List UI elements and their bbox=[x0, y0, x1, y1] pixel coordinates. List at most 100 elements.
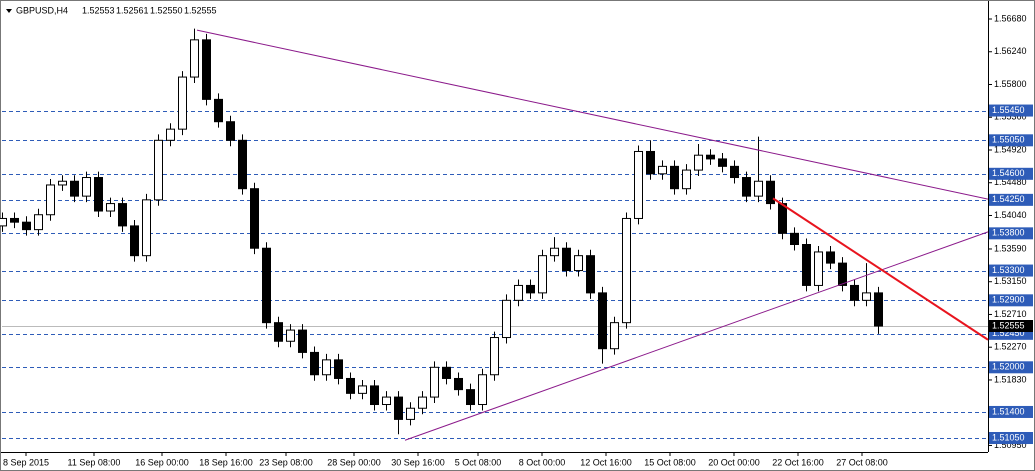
candle-body bbox=[298, 329, 307, 353]
candle-body bbox=[694, 154, 703, 171]
candle-body bbox=[382, 396, 391, 406]
x-tick-label: 12 Oct 16:00 bbox=[580, 457, 632, 467]
candle-body bbox=[538, 255, 547, 294]
symbol-title: GBPUSD,H4 bbox=[16, 5, 68, 15]
level-box bbox=[989, 264, 1033, 277]
level-box bbox=[989, 104, 1033, 117]
candle-body bbox=[226, 121, 235, 141]
candle-body bbox=[58, 180, 67, 186]
y-tick-label: 1.55360 bbox=[994, 112, 1027, 122]
y-tick-label: 1.56240 bbox=[994, 46, 1027, 56]
candle-body bbox=[454, 377, 463, 391]
candle-body bbox=[658, 165, 667, 175]
candle-body bbox=[478, 374, 487, 406]
y-tick-label: 1.50950 bbox=[994, 440, 1027, 450]
level-label: 1.53800 bbox=[992, 228, 1025, 238]
candle-body bbox=[274, 322, 283, 342]
level-label: 1.52900 bbox=[992, 295, 1025, 305]
candle-body bbox=[22, 221, 31, 231]
candle-body bbox=[346, 377, 355, 394]
level-box bbox=[989, 134, 1033, 147]
level-box bbox=[989, 432, 1033, 445]
level-label: 1.55450 bbox=[992, 105, 1025, 115]
level-box bbox=[989, 227, 1033, 240]
level-label: 1.54600 bbox=[992, 168, 1025, 178]
x-tick-label: 5 Oct 08:00 bbox=[455, 457, 502, 467]
candle-body bbox=[610, 322, 619, 350]
candle-body bbox=[742, 177, 751, 197]
y-tick-label: 1.56680 bbox=[994, 13, 1027, 23]
candle-body bbox=[10, 217, 19, 223]
x-tick-label: 27 Oct 08:00 bbox=[836, 457, 888, 467]
candle-body bbox=[394, 396, 403, 420]
candle-body bbox=[334, 359, 343, 379]
candle-body bbox=[214, 98, 223, 123]
candle-body bbox=[406, 407, 415, 420]
level-box bbox=[989, 167, 1033, 180]
last-price-label: 1.52555 bbox=[992, 320, 1025, 330]
candle-body bbox=[310, 351, 319, 376]
candle-body bbox=[622, 217, 631, 324]
level-label: 1.54250 bbox=[992, 194, 1025, 204]
x-tick-label: 28 Sep 00:00 bbox=[327, 457, 381, 467]
candle-body bbox=[202, 39, 211, 100]
candle-body bbox=[850, 284, 859, 301]
candle-body bbox=[874, 292, 883, 327]
candle-body bbox=[82, 177, 91, 197]
candle-body bbox=[490, 337, 499, 376]
x-tick-label: 22 Oct 16:00 bbox=[772, 457, 824, 467]
candle-body bbox=[262, 247, 271, 324]
level-label: 1.51400 bbox=[992, 406, 1025, 416]
candle-body bbox=[682, 169, 691, 190]
candle-body bbox=[718, 158, 727, 167]
candle-body bbox=[166, 128, 175, 141]
candle-body bbox=[118, 203, 127, 227]
level-label: 1.55050 bbox=[992, 135, 1025, 145]
trend-line bbox=[196, 29, 989, 200]
y-tick-label: 1.54920 bbox=[994, 144, 1027, 154]
candle-body bbox=[670, 165, 679, 190]
quote-low: 1.52550 bbox=[150, 5, 183, 15]
y-tick-label: 1.53590 bbox=[994, 243, 1027, 253]
candle-body bbox=[238, 139, 247, 190]
candle-body bbox=[154, 139, 163, 201]
candle-body bbox=[754, 180, 763, 197]
candle-body bbox=[466, 389, 475, 406]
y-tick-label: 1.52270 bbox=[994, 342, 1027, 352]
level-box bbox=[989, 361, 1033, 374]
x-tick-label: 16 Sep 00:00 bbox=[135, 457, 189, 467]
last-price-box bbox=[989, 320, 1033, 333]
trend-line bbox=[404, 231, 989, 441]
candle-body bbox=[250, 188, 259, 249]
x-tick-label: 23 Sep 08:00 bbox=[259, 457, 313, 467]
quote-high: 1.52561 bbox=[116, 5, 149, 15]
candle-body bbox=[634, 150, 643, 219]
candle-body bbox=[130, 225, 139, 257]
y-tick-label: 1.54480 bbox=[994, 177, 1027, 187]
quote-open: 1.52553 bbox=[82, 5, 115, 15]
x-tick-label: 30 Sep 16:00 bbox=[391, 457, 445, 467]
x-tick-label: 15 Oct 08:00 bbox=[644, 457, 696, 467]
x-tick-label: 18 Sep 16:00 bbox=[199, 457, 253, 467]
x-tick-label: 11 Sep 08:00 bbox=[68, 457, 121, 467]
candle-body bbox=[598, 292, 607, 350]
x-tick-label: 20 Oct 00:00 bbox=[708, 457, 760, 467]
candle-body bbox=[826, 251, 835, 264]
candle-body bbox=[838, 262, 847, 286]
candle-body bbox=[322, 359, 331, 376]
level-box bbox=[989, 193, 1033, 206]
candle-body bbox=[70, 180, 79, 197]
candle-body bbox=[550, 247, 559, 257]
candle-body bbox=[586, 255, 595, 294]
x-tick-label: 8 Sep 2015 bbox=[3, 457, 49, 467]
y-tick-label: 1.51830 bbox=[994, 374, 1027, 384]
x-tick-label: 8 Oct 00:00 bbox=[519, 457, 566, 467]
candle-body bbox=[862, 292, 871, 301]
menu-arrow[interactable] bbox=[6, 9, 12, 13]
candle-body bbox=[178, 76, 187, 130]
y-tick-label: 1.54040 bbox=[994, 210, 1027, 220]
y-tick-label: 1.52710 bbox=[994, 309, 1027, 319]
candle-body bbox=[358, 385, 367, 394]
candle-body bbox=[442, 366, 451, 379]
